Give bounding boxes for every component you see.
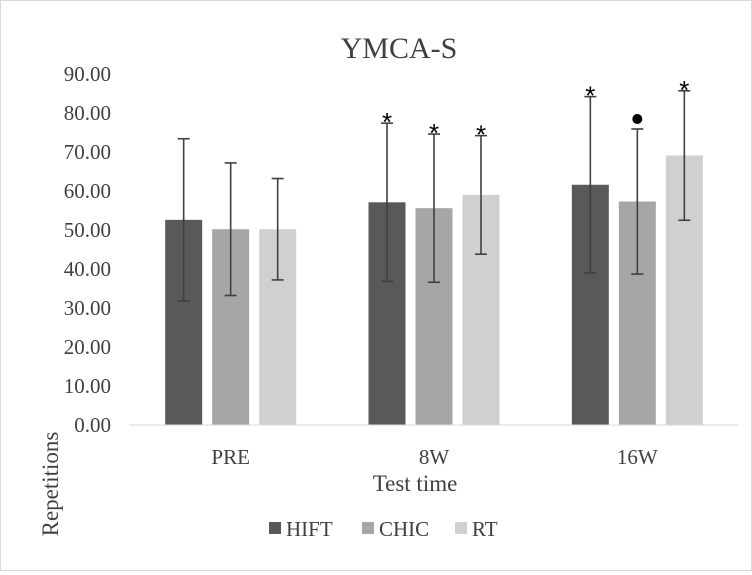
legend-label: RT bbox=[472, 517, 498, 541]
significance-asterisk: * bbox=[382, 107, 392, 137]
error-bars bbox=[177, 89, 691, 302]
y-tick-label: 20.00 bbox=[64, 335, 111, 359]
x-axis-label: Test time bbox=[373, 471, 458, 496]
legend-swatch bbox=[455, 522, 467, 534]
error-bar bbox=[631, 128, 644, 275]
error-bar bbox=[224, 162, 237, 297]
error-bar bbox=[381, 122, 393, 283]
y-tick-label: 90.00 bbox=[64, 62, 111, 86]
y-tick-label: 10.00 bbox=[64, 374, 111, 398]
error-bar bbox=[177, 137, 190, 302]
bars bbox=[165, 155, 703, 425]
significance-dot bbox=[632, 113, 643, 124]
y-tick-label: 50.00 bbox=[64, 218, 111, 242]
legend-label: HIFT bbox=[286, 517, 333, 541]
legend-label: CHIC bbox=[379, 517, 429, 541]
y-tick-label: 80.00 bbox=[64, 101, 111, 125]
significance-asterisk: * bbox=[679, 75, 689, 105]
x-tick-label: PRE bbox=[211, 445, 250, 469]
legend-swatch bbox=[362, 522, 374, 534]
y-tick-label: 0.00 bbox=[74, 413, 111, 437]
significance-asterisk: * bbox=[476, 120, 486, 150]
error-bar bbox=[475, 134, 487, 255]
legend-item-rt: RT bbox=[455, 517, 498, 541]
legend: HIFT CHIC RT bbox=[269, 517, 498, 541]
y-tick-label: 40.00 bbox=[64, 257, 111, 281]
y-tick-label: 30.00 bbox=[64, 296, 111, 320]
significance-asterisk: * bbox=[429, 118, 439, 148]
y-tick-label: 70.00 bbox=[64, 140, 111, 164]
chart-title: YMCA-S bbox=[341, 32, 458, 65]
significance-markers: * * * * * bbox=[382, 75, 689, 150]
significance-asterisk: * bbox=[585, 81, 595, 111]
legend-item-chic: CHIC bbox=[362, 517, 429, 541]
x-tick-label: 16W bbox=[617, 445, 658, 469]
y-axis-ticks: 0.00 10.00 20.00 30.00 40.00 50.00 60.00 70.00 8… bbox=[64, 62, 111, 437]
legend-swatch bbox=[269, 522, 281, 534]
error-bar bbox=[678, 89, 691, 222]
x-tick-label: 8W bbox=[419, 445, 450, 469]
error-bar bbox=[428, 133, 440, 284]
x-axis-ticks: PRE 8W 16W bbox=[211, 445, 658, 469]
legend-item-hift: HIFT bbox=[269, 517, 333, 541]
y-tick-label: 60.00 bbox=[64, 179, 111, 203]
error-bar bbox=[271, 177, 284, 281]
error-bar bbox=[584, 95, 597, 274]
y-axis-label: Repetitions bbox=[38, 432, 63, 537]
